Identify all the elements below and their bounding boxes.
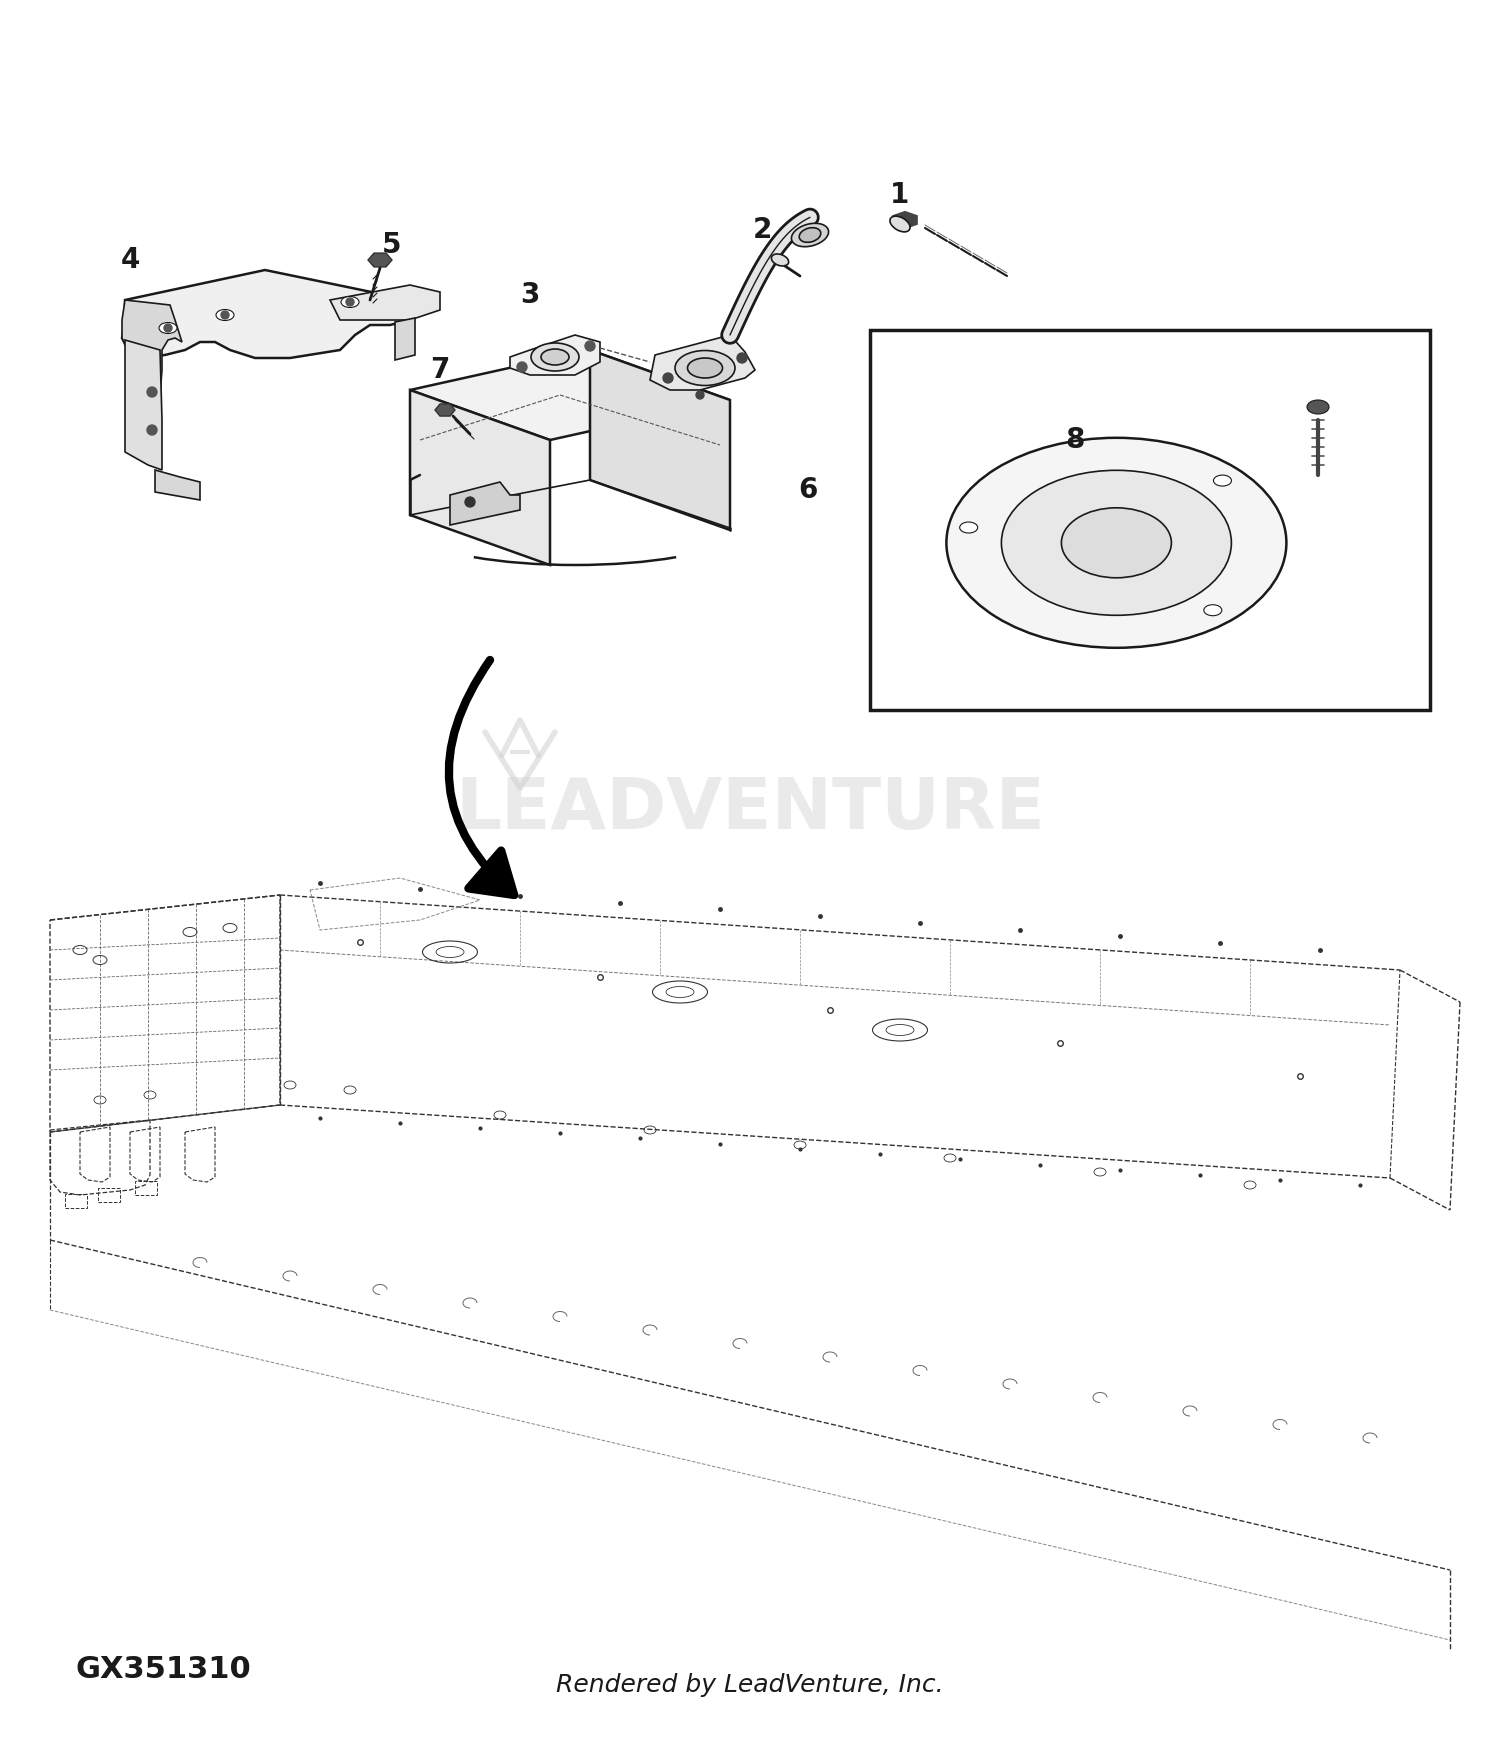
Circle shape bbox=[776, 255, 784, 264]
Polygon shape bbox=[590, 350, 730, 530]
Text: GX351310: GX351310 bbox=[75, 1656, 250, 1685]
Ellipse shape bbox=[340, 296, 358, 308]
Text: LEADVENTURE: LEADVENTURE bbox=[454, 775, 1046, 845]
Ellipse shape bbox=[792, 224, 828, 247]
Ellipse shape bbox=[1062, 507, 1172, 578]
Text: 4: 4 bbox=[120, 247, 140, 275]
Text: 6: 6 bbox=[798, 476, 818, 504]
Ellipse shape bbox=[1214, 474, 1231, 487]
Ellipse shape bbox=[890, 217, 910, 231]
Bar bbox=[870, 331, 1430, 710]
Ellipse shape bbox=[542, 348, 568, 366]
Polygon shape bbox=[124, 340, 162, 471]
Ellipse shape bbox=[216, 310, 234, 320]
Polygon shape bbox=[122, 299, 182, 420]
Bar bbox=[64, 1194, 87, 1207]
Bar bbox=[135, 1181, 158, 1195]
Polygon shape bbox=[510, 334, 600, 374]
Circle shape bbox=[164, 324, 172, 332]
Polygon shape bbox=[450, 481, 520, 525]
Text: 3: 3 bbox=[520, 282, 540, 310]
Ellipse shape bbox=[946, 438, 1287, 648]
Ellipse shape bbox=[1204, 606, 1222, 616]
Circle shape bbox=[960, 520, 976, 536]
Circle shape bbox=[346, 298, 354, 306]
Polygon shape bbox=[394, 318, 416, 360]
Ellipse shape bbox=[771, 254, 789, 266]
Ellipse shape bbox=[159, 322, 177, 334]
Circle shape bbox=[147, 387, 158, 397]
Ellipse shape bbox=[1002, 471, 1232, 616]
Circle shape bbox=[465, 497, 476, 507]
Text: 5: 5 bbox=[382, 231, 402, 259]
Ellipse shape bbox=[960, 522, 978, 534]
Text: Rendered by LeadVenture, Inc.: Rendered by LeadVenture, Inc. bbox=[556, 1673, 944, 1698]
Text: 8: 8 bbox=[1065, 425, 1084, 453]
Polygon shape bbox=[435, 404, 454, 416]
Ellipse shape bbox=[531, 343, 579, 371]
Polygon shape bbox=[410, 350, 730, 439]
Polygon shape bbox=[122, 270, 410, 359]
Polygon shape bbox=[410, 390, 550, 565]
Polygon shape bbox=[368, 254, 392, 268]
Polygon shape bbox=[154, 471, 200, 500]
Circle shape bbox=[147, 425, 158, 436]
Text: 7: 7 bbox=[430, 355, 450, 383]
Ellipse shape bbox=[800, 228, 820, 242]
Circle shape bbox=[220, 312, 230, 318]
Bar bbox=[98, 1188, 120, 1202]
Polygon shape bbox=[892, 212, 916, 229]
Circle shape bbox=[585, 341, 596, 352]
Circle shape bbox=[736, 354, 747, 362]
Ellipse shape bbox=[1306, 401, 1329, 415]
Text: 1: 1 bbox=[891, 180, 909, 208]
Polygon shape bbox=[650, 334, 754, 390]
Polygon shape bbox=[330, 285, 440, 320]
Ellipse shape bbox=[675, 350, 735, 385]
Circle shape bbox=[518, 362, 526, 373]
Ellipse shape bbox=[687, 359, 723, 378]
Circle shape bbox=[1204, 602, 1221, 618]
Circle shape bbox=[1215, 473, 1230, 488]
Circle shape bbox=[663, 373, 674, 383]
Circle shape bbox=[696, 390, 703, 399]
FancyArrowPatch shape bbox=[448, 660, 514, 894]
Text: 2: 2 bbox=[753, 215, 771, 243]
